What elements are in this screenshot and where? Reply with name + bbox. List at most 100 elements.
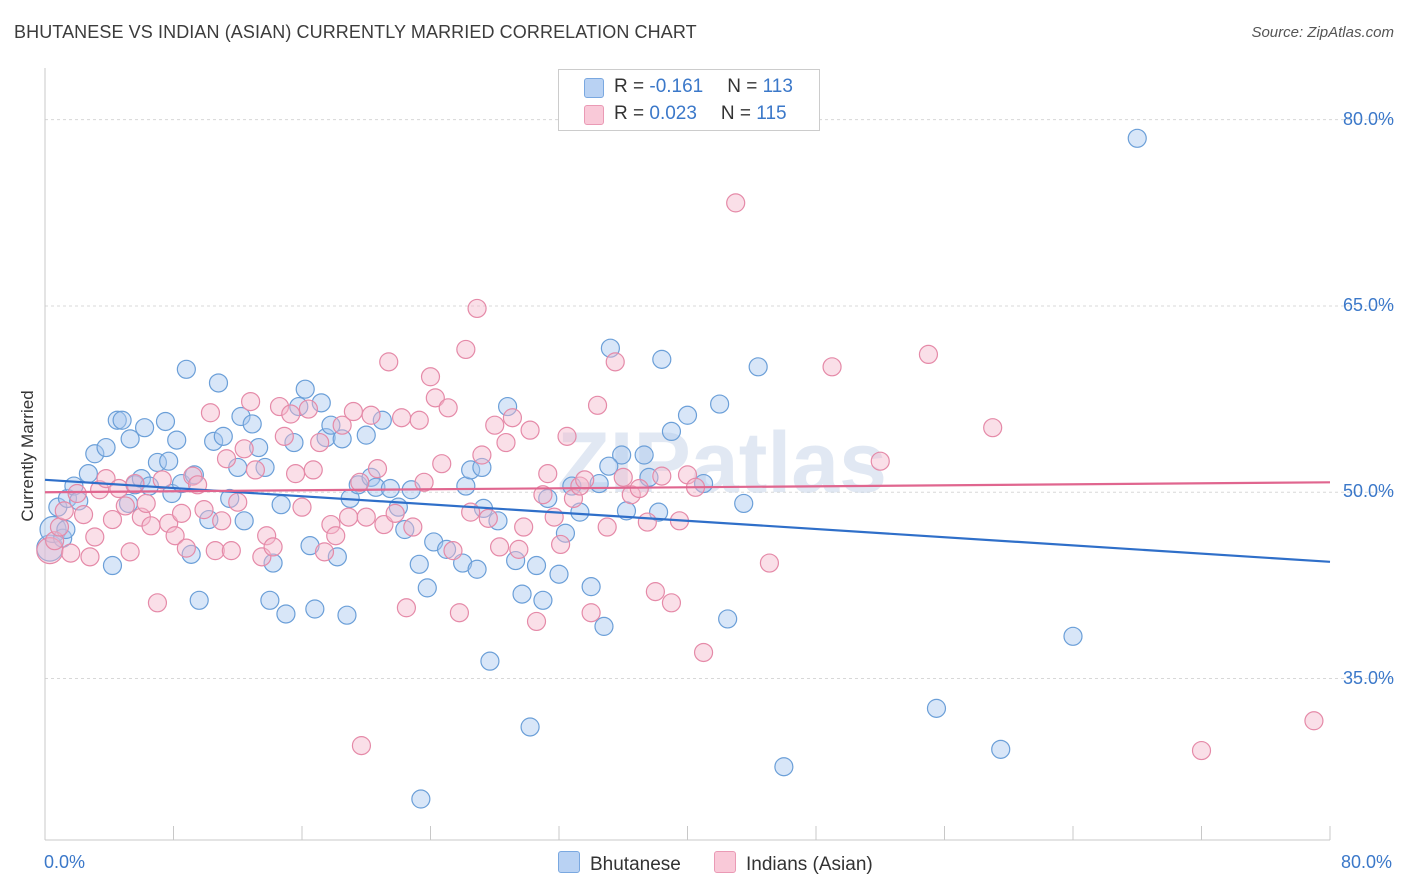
bhutanese-point bbox=[85, 444, 105, 464]
legend-n-label: N = bbox=[720, 103, 757, 124]
axes bbox=[44, 68, 1331, 841]
indians-asian-point bbox=[49, 517, 70, 537]
indians-asian-point bbox=[351, 736, 372, 756]
bhutanese-point bbox=[167, 430, 187, 450]
bhutanese-point bbox=[213, 426, 233, 446]
indians-asian-point bbox=[693, 642, 714, 663]
indians-asian-point bbox=[314, 542, 335, 562]
bhutanese-point bbox=[634, 445, 654, 465]
indians-asian-point bbox=[472, 445, 492, 465]
y-tick-label: 65.0% bbox=[1342, 294, 1394, 315]
bhutanese-point bbox=[734, 493, 754, 514]
bhutanese-point bbox=[372, 410, 392, 430]
indians-asian-point bbox=[478, 508, 498, 528]
bhutanese-point bbox=[456, 476, 476, 496]
indians-asian-point bbox=[274, 426, 294, 446]
indians-asian-point bbox=[918, 344, 939, 365]
bottom-legend-swatch-blue bbox=[558, 851, 580, 873]
indians-asian-point bbox=[109, 478, 129, 499]
bhutanese-point bbox=[242, 414, 262, 434]
chart-title: BHUTANESE VS INDIAN (ASIAN) CURRENTLY MA… bbox=[14, 22, 697, 42]
indians-asian-point bbox=[263, 537, 283, 557]
indians-asian-point bbox=[257, 526, 277, 546]
indians-asian-point bbox=[526, 611, 547, 632]
indians-asian-point bbox=[205, 541, 225, 561]
indians-asian-point bbox=[216, 449, 237, 469]
bhutanese-points bbox=[36, 128, 1147, 809]
bhutanese-point bbox=[526, 555, 547, 576]
bhutanese-point bbox=[1127, 128, 1147, 148]
bhutanese-point bbox=[300, 536, 320, 556]
bhutanese-point bbox=[271, 495, 291, 515]
legend-text: R = 0.023 N = 115 bbox=[614, 103, 787, 125]
bhutanese-point bbox=[276, 604, 296, 624]
indians-asian-point bbox=[1191, 740, 1212, 761]
indians-asian-point bbox=[438, 398, 458, 418]
watermark: ZIPatlas bbox=[557, 415, 887, 511]
indians-asian-point bbox=[575, 470, 595, 490]
indians-asian-point bbox=[870, 451, 890, 471]
indians-asian-point bbox=[645, 582, 665, 602]
indians-asian-point bbox=[605, 352, 625, 372]
bhutanese-point bbox=[189, 590, 209, 610]
indians-asian-point bbox=[533, 485, 553, 505]
indians-asian-point bbox=[176, 538, 196, 558]
bhutanese-point bbox=[176, 359, 196, 379]
indians-asian-point bbox=[61, 543, 81, 563]
bhutanese-point bbox=[549, 564, 569, 584]
legend-r-label: R = bbox=[614, 76, 650, 97]
indians-asian-point bbox=[379, 352, 399, 372]
indians-asian-point bbox=[171, 503, 192, 523]
bhutanese-point bbox=[78, 464, 98, 484]
bhutanese-point bbox=[321, 415, 341, 435]
indians-asian-point bbox=[557, 426, 577, 446]
indians-asian-point bbox=[234, 439, 254, 459]
indians-asian-point bbox=[228, 492, 248, 512]
indians-asian-point bbox=[321, 514, 341, 535]
indians-asian-point bbox=[54, 501, 74, 521]
bhutanese-point bbox=[231, 406, 251, 427]
bhutanese-point bbox=[260, 590, 280, 610]
bhutanese-point bbox=[134, 418, 155, 438]
bhutanese-point bbox=[356, 425, 376, 445]
indians-asian-point bbox=[467, 298, 487, 319]
indians-asian-point bbox=[350, 472, 370, 492]
bhutanese-point bbox=[480, 651, 500, 671]
bhutanese-point bbox=[208, 373, 229, 393]
indians-asian-point bbox=[326, 526, 346, 546]
indians-asian-point bbox=[367, 459, 388, 479]
bhutanese-point bbox=[159, 451, 179, 471]
indians-asian-point bbox=[298, 399, 319, 419]
legend-swatch-pink bbox=[584, 105, 604, 125]
indians-asian-point bbox=[269, 396, 290, 417]
legend-r-label: R = bbox=[614, 103, 650, 124]
bhutanese-point bbox=[461, 460, 481, 480]
indians-asian-point bbox=[125, 473, 145, 494]
legend-text: R = -0.161 N = 113 bbox=[614, 76, 793, 98]
bottom-legend-label: Bhutanese bbox=[590, 854, 681, 875]
bhutanese-point bbox=[263, 553, 283, 573]
legend-r-value: -0.161 bbox=[649, 76, 704, 97]
bhutanese-point bbox=[96, 437, 116, 458]
bottom-legend-swatch-pink bbox=[714, 851, 736, 873]
x-tick-label-min: 0.0% bbox=[44, 852, 86, 872]
indians-asian-point bbox=[36, 537, 64, 565]
indians-asian-point bbox=[67, 483, 87, 504]
indians-asian-point bbox=[80, 547, 100, 567]
chart-source: Source: ZipAtlas.com bbox=[1251, 24, 1394, 41]
indians-asian-point bbox=[281, 404, 301, 424]
bhutanese-point bbox=[498, 396, 518, 417]
indians-asian-point bbox=[303, 460, 323, 480]
bhutanese-trend-line bbox=[44, 478, 1331, 563]
bhutanese-point bbox=[411, 789, 431, 809]
bhutanese-point bbox=[581, 577, 601, 597]
bhutanese-point bbox=[107, 410, 127, 430]
indians-asian-point bbox=[136, 493, 156, 514]
indians-asian-point bbox=[538, 464, 558, 484]
indians-asian-point bbox=[432, 454, 452, 474]
indians-asian-point bbox=[343, 401, 363, 422]
bhutanese-point bbox=[57, 488, 78, 509]
indians-asian-point bbox=[409, 410, 429, 430]
indians-asian-point bbox=[551, 534, 571, 555]
indians-asian-point bbox=[726, 193, 746, 213]
